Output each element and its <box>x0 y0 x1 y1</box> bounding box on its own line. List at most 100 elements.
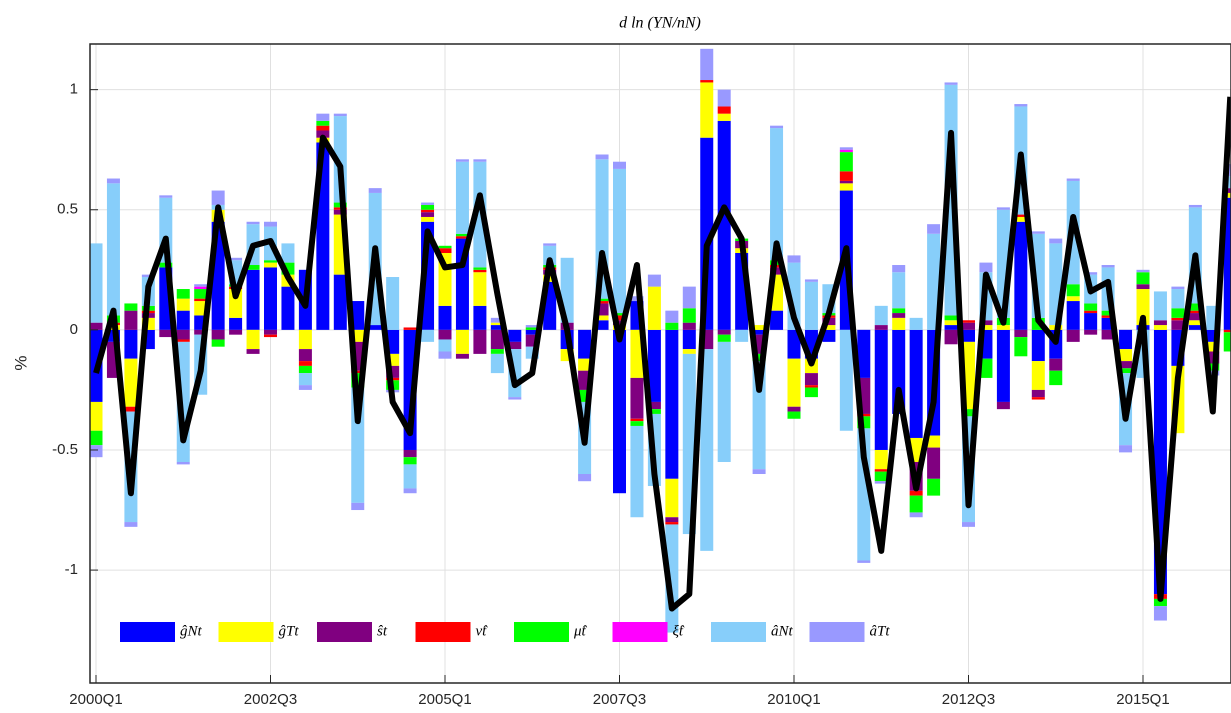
x-tick-label: 2000Q1 <box>69 691 122 708</box>
bar-segment <box>839 183 853 191</box>
bar-segment <box>647 274 661 287</box>
bar-segment <box>1153 320 1167 326</box>
bar-segment <box>1119 349 1133 362</box>
bar-segment <box>159 195 173 198</box>
bar-segment <box>421 204 435 210</box>
line <box>93 96 1231 612</box>
bar-segment <box>106 178 120 184</box>
bar-segment <box>1031 389 1045 398</box>
bar-segment <box>770 310 784 330</box>
bar-segment <box>194 284 208 287</box>
bar-segment <box>909 317 923 330</box>
x-tick-label: 2005Q1 <box>418 691 471 708</box>
bar-segment <box>874 305 888 326</box>
bar-segment <box>421 216 435 222</box>
bar-segment <box>1084 329 1098 335</box>
bar-segment <box>909 512 923 518</box>
bar-segment <box>630 329 644 378</box>
bar-segment <box>264 221 277 227</box>
bar-segment <box>490 329 504 350</box>
bar-segment <box>874 329 888 450</box>
bar-segment <box>665 322 679 330</box>
bar-segment <box>1188 303 1202 311</box>
bar-segment <box>1188 204 1202 208</box>
bar-segment <box>316 125 330 131</box>
bar-segment <box>508 329 522 342</box>
bar-segment <box>90 401 103 431</box>
bar-segment <box>787 255 801 263</box>
bar-segment <box>996 325 1010 330</box>
bar-segment <box>473 329 487 354</box>
bar-segment <box>1171 289 1185 309</box>
x-tick-label: 2010Q1 <box>767 691 820 708</box>
bar-segment <box>752 325 766 330</box>
bar-segment <box>752 361 766 470</box>
bar-segment <box>962 409 975 417</box>
line-layer <box>93 96 1231 612</box>
bar-segment <box>892 272 906 309</box>
bar-segment <box>874 449 888 470</box>
bar-segment <box>857 560 871 563</box>
bar-segment <box>1188 310 1202 314</box>
bar-segment <box>944 320 958 326</box>
bar-segment <box>944 315 958 321</box>
legend-swatch <box>612 622 668 642</box>
bar-segment <box>717 89 731 107</box>
bar-segment <box>194 286 208 290</box>
chart-title: d ln (YN/nN) <box>619 15 701 32</box>
bar-segment <box>804 279 818 282</box>
bar-segment <box>246 221 260 225</box>
bar-segment <box>613 168 626 314</box>
bar-segment <box>403 327 417 330</box>
bar-segment <box>455 329 469 354</box>
bar-segment <box>473 159 487 162</box>
bar-segment <box>124 522 138 527</box>
bar-segment <box>176 461 190 465</box>
bar-segment <box>455 159 469 162</box>
bar-segment <box>1031 361 1045 390</box>
bar-segment <box>874 481 888 484</box>
bar-segment <box>909 495 923 513</box>
bar-segment <box>316 120 330 126</box>
bar-segment <box>194 329 208 335</box>
bar-segment <box>839 152 853 172</box>
bar-segment <box>1223 197 1231 330</box>
bar-segment <box>333 209 347 215</box>
bar-segment <box>455 236 469 239</box>
bar-segment <box>438 339 452 352</box>
bar-segment <box>682 286 696 309</box>
bar-segment <box>1119 445 1133 453</box>
bar-segment <box>438 305 452 330</box>
bar-segment <box>229 317 243 330</box>
bar-segment <box>804 387 818 398</box>
bar-segment <box>578 474 592 482</box>
bar-segment <box>822 329 836 342</box>
bar-segment <box>1066 301 1080 330</box>
bar-segment <box>421 212 435 217</box>
bar-segment <box>333 274 347 330</box>
bar-segment <box>787 329 801 359</box>
bar-segment <box>1136 269 1150 273</box>
bar-segment <box>246 265 260 270</box>
bar-segment <box>1206 341 1220 352</box>
bar-segment <box>386 277 400 330</box>
bar-segment <box>1136 289 1150 326</box>
bar-segment <box>298 361 312 366</box>
bar-segment <box>613 313 626 316</box>
bar-segment <box>246 329 260 350</box>
bar-segment <box>717 329 731 335</box>
bar-segment <box>1171 320 1185 330</box>
bar-segment <box>717 120 731 330</box>
bar-segment <box>1188 320 1202 326</box>
legend-swatch <box>120 622 175 642</box>
y-axis-label: % <box>11 355 30 370</box>
bar-segment <box>264 262 277 268</box>
legend-label: μ̂t <box>573 623 588 639</box>
bar-segment <box>246 349 260 354</box>
bar-segment <box>90 430 103 446</box>
bar-segment <box>351 301 365 330</box>
bar-segment <box>403 488 417 494</box>
bar-segment <box>1066 296 1080 302</box>
bar-segment <box>630 418 644 422</box>
